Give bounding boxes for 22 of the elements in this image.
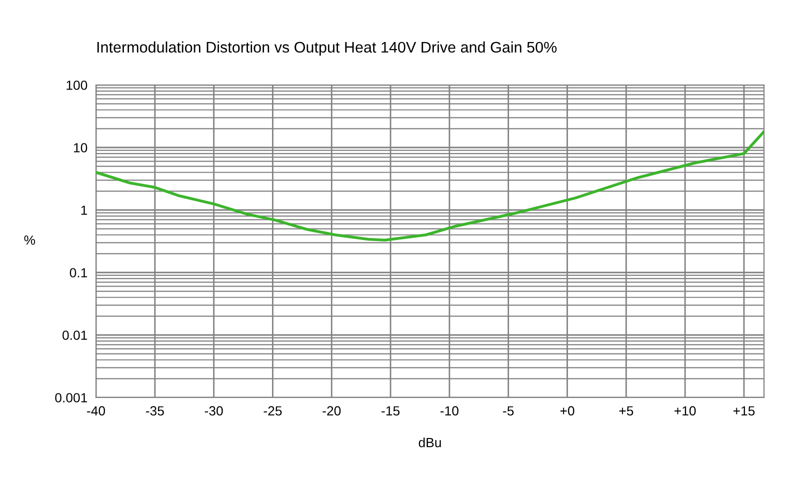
x-tick-label: -35: [146, 406, 164, 416]
y-tick-label: 10: [74, 143, 88, 152]
x-axis-title: dBu: [418, 438, 441, 448]
y-tick-label: 0.01: [62, 330, 88, 340]
chart-title: Intermodulation Distortion vs Output Heat 140V Drive and Gain 50%: [97, 41, 557, 56]
x-tick-label: -20: [322, 406, 341, 416]
line-series: [96, 130, 764, 242]
y-tick-label: 1: [81, 206, 88, 215]
x-tick-label: +0: [560, 406, 574, 416]
x-tick-label: +5: [619, 406, 634, 416]
y-tick-label: 100: [66, 80, 88, 90]
y-tick-label: 0.1: [70, 268, 88, 278]
x-tick-label: -25: [264, 406, 282, 416]
x-tick-label: -30: [204, 406, 223, 416]
y-tick-label: 0.001: [55, 393, 88, 402]
x-tick-label: -5: [503, 406, 514, 416]
x-tick-label: -15: [382, 406, 400, 416]
x-tick-label: +15: [733, 406, 755, 416]
x-tick-label: -10: [440, 406, 458, 416]
y-axis-title: %: [24, 236, 36, 245]
x-tick-label: -40: [87, 406, 106, 416]
x-tick-label: +10: [674, 406, 696, 416]
